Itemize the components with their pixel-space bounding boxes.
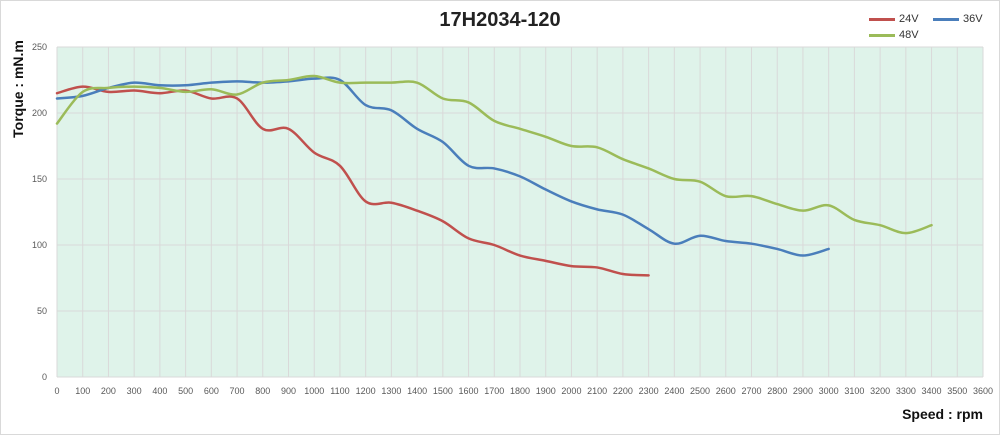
x-tick-label: 2000: [561, 386, 581, 396]
x-tick-label: 1500: [433, 386, 453, 396]
x-tick-label: 1600: [459, 386, 479, 396]
x-tick-label: 1400: [407, 386, 427, 396]
x-tick-label: 2400: [664, 386, 684, 396]
x-tick-label: 200: [101, 386, 116, 396]
x-tick-label: 3300: [896, 386, 916, 396]
x-tick-label: 1700: [484, 386, 504, 396]
x-tick-label: 3100: [844, 386, 864, 396]
y-tick-label: 100: [32, 240, 47, 250]
x-tick-label: 1100: [330, 386, 349, 396]
legend-swatch: [869, 17, 895, 21]
y-tick-label: 50: [37, 306, 47, 316]
x-tick-label: 500: [178, 386, 193, 396]
x-tick-label: 1800: [510, 386, 530, 396]
x-tick-label: 3000: [819, 386, 839, 396]
y-tick-label: 150: [32, 174, 47, 184]
x-tick-label: 2700: [741, 386, 761, 396]
legend-label: 36V: [963, 13, 983, 25]
x-tick-label: 400: [152, 386, 167, 396]
x-tick-label: 800: [255, 386, 270, 396]
x-tick-label: 2900: [793, 386, 813, 396]
legend-label: 48V: [899, 29, 919, 41]
x-tick-label: 0: [54, 386, 59, 396]
series-line-48v: [55, 74, 933, 235]
x-tick-label: 300: [127, 386, 142, 396]
y-tick-label: 250: [32, 42, 47, 52]
x-tick-label: 2600: [716, 386, 736, 396]
x-tick-label: 2500: [690, 386, 710, 396]
legend-item-48v: 48V: [869, 29, 919, 41]
x-tick-label: 1900: [536, 386, 556, 396]
x-tick-label: 1000: [304, 386, 324, 396]
y-tick-label: 200: [32, 108, 47, 118]
chart-title: 17H2034-120: [439, 9, 561, 31]
x-tick-label: 900: [281, 386, 296, 396]
x-tick-label: 1200: [356, 386, 376, 396]
legend-label: 24V: [899, 13, 919, 25]
x-tick-label: 3200: [870, 386, 890, 396]
legend-swatch: [869, 33, 895, 37]
x-tick-label: 2200: [613, 386, 633, 396]
x-tick-label: 3600: [973, 386, 993, 396]
x-tick-label: 700: [230, 386, 245, 396]
x-tick-label: 3400: [922, 386, 942, 396]
x-tick-label: 100: [75, 386, 90, 396]
x-tick-label: 2300: [639, 386, 659, 396]
legend-item-24v: 24V: [869, 13, 919, 25]
series-line-36v: [55, 76, 830, 257]
series-line-24v: [55, 85, 650, 277]
x-tick-label: 3500: [947, 386, 967, 396]
x-tick-label: 2800: [767, 386, 787, 396]
x-tick-label: 600: [204, 386, 219, 396]
x-tick-label: 1300: [381, 386, 401, 396]
legend-item-36v: 36V: [933, 13, 983, 25]
legend-swatch: [933, 17, 959, 21]
y-tick-label: 0: [42, 372, 47, 382]
x-axis-label: Speed : rpm: [902, 406, 983, 422]
x-tick-label: 2100: [587, 386, 607, 396]
